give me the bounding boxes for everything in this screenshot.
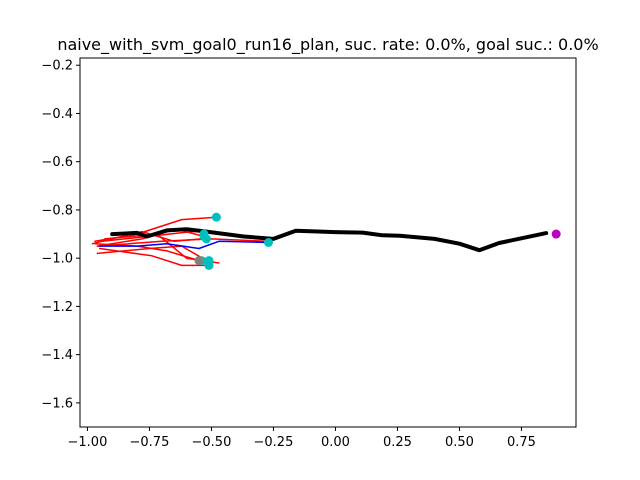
y-tick-label: −1.0 [41,252,73,267]
x-tick-label: −0.75 [130,435,170,450]
start-marker-0 [194,256,204,266]
chart-title: naive_with_svm_goal0_run16_plan, suc. ra… [57,35,598,55]
y-tick-label: −0.4 [41,107,73,122]
series-line-8 [96,238,270,247]
x-tick-label: 0.75 [507,435,536,450]
y-tick-label: −0.2 [41,59,73,74]
series-line-2 [96,245,208,262]
y-tick-label: −1.6 [41,396,73,411]
endpoint-marker-8 [263,238,273,247]
x-tick-label: −0.50 [192,435,232,450]
marker-layer [194,212,561,270]
y-tick-label: −1.2 [41,300,73,315]
series-layer [91,216,549,267]
y-tick-label: −1.4 [41,348,73,363]
axes-layer: −1.00 −0.75 −0.50 −0.25 0.00 0.25 0.50 0.75 −0.2… [41,57,577,450]
goal-marker-0 [551,229,561,239]
y-tick-label: −0.8 [41,203,73,218]
series-line-10 [110,227,549,253]
x-tick-label: 0.25 [383,435,412,450]
x-tick-label: −1.00 [68,435,108,450]
endpoint-marker-0 [211,212,221,222]
endpoint-marker-7 [204,260,214,270]
series-line-9 [99,240,270,250]
x-tick-label: 0.00 [321,435,350,450]
x-tick-label: 0.50 [445,435,474,450]
x-tick-label: −0.25 [254,435,294,450]
series-line-3 [99,247,210,267]
endpoint-marker-3 [199,229,209,239]
y-tick-label: −0.6 [41,155,73,170]
plot-frame [79,57,577,428]
